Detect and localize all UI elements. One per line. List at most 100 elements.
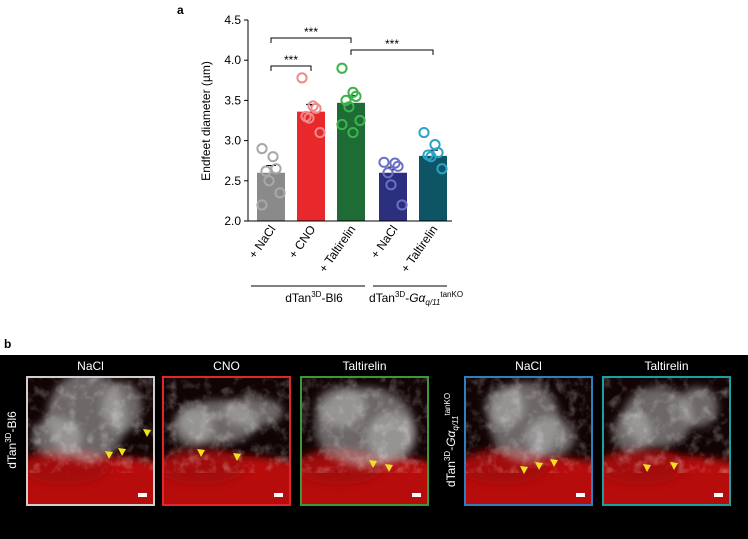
label-part: 3D xyxy=(395,290,405,299)
label-part: 3D xyxy=(443,451,452,461)
arrowhead xyxy=(105,451,113,459)
panel-title: Taltirelin xyxy=(342,359,386,373)
data-point xyxy=(382,167,394,179)
data-point xyxy=(260,165,272,177)
data-point xyxy=(336,118,348,131)
frame xyxy=(26,376,155,506)
label-part: - xyxy=(405,291,409,305)
arrowhead xyxy=(197,449,205,457)
panel-title: NaCl xyxy=(77,359,104,373)
texture xyxy=(163,377,290,473)
y-axis-label: Endfeet diameter (µm) xyxy=(199,61,213,181)
scale-bar xyxy=(274,493,283,497)
significance-bracket xyxy=(270,65,312,71)
bar xyxy=(337,102,365,221)
data-point xyxy=(274,187,286,199)
legend-label: Collagen IV xyxy=(374,514,436,528)
data-point xyxy=(436,163,448,175)
row-label: dTan3D-Bl6 xyxy=(4,411,19,469)
panel-title: NaCl xyxy=(515,359,542,373)
label-part: dTan xyxy=(285,291,311,305)
arrowhead xyxy=(143,429,151,437)
x-tick-label: + Taltirelin xyxy=(316,223,359,275)
label-part: Gα xyxy=(444,429,458,446)
x-tick-label: + CNO xyxy=(286,223,319,261)
frame xyxy=(464,376,593,506)
micrograph-content xyxy=(603,377,730,505)
data-point xyxy=(385,179,397,191)
texture xyxy=(465,377,592,473)
scale-bar xyxy=(576,493,585,497)
data-point xyxy=(350,90,362,102)
micrograph xyxy=(464,376,593,506)
x-tick-label: + NaCl xyxy=(368,223,401,261)
panel-label: b xyxy=(4,337,11,351)
significance-bracket xyxy=(270,37,352,43)
micrograph-content xyxy=(301,377,428,505)
label-part: 3D xyxy=(4,432,13,442)
data-point xyxy=(389,157,401,169)
data-point xyxy=(310,102,322,115)
label-part: - xyxy=(444,447,458,451)
group-label: dTan3D-Gαq/11tanKO xyxy=(369,290,463,307)
data-point xyxy=(307,100,319,112)
frame xyxy=(300,376,429,506)
texture xyxy=(27,377,154,473)
data-point xyxy=(392,160,404,172)
significance-label: *** xyxy=(284,53,298,67)
x-tick-label: + Taltirelin xyxy=(398,223,441,275)
micrograph xyxy=(602,376,731,506)
data-point xyxy=(314,126,326,139)
texture xyxy=(301,377,428,473)
arrowhead xyxy=(385,464,393,472)
y-tick-label: 4.0 xyxy=(224,53,241,67)
data-point xyxy=(256,199,268,211)
data-point xyxy=(267,151,279,163)
arrowhead xyxy=(670,462,678,470)
bar xyxy=(419,155,447,221)
data-point xyxy=(418,126,430,139)
y-tick-label: 4.5 xyxy=(224,13,241,27)
label-part: dTan xyxy=(369,291,395,305)
data-point xyxy=(340,94,352,107)
data-point xyxy=(296,72,308,84)
label-part: dTan xyxy=(5,443,19,469)
arrowhead xyxy=(118,448,126,456)
data-point xyxy=(354,114,366,127)
micrograph-content xyxy=(27,377,154,505)
frame xyxy=(162,376,291,506)
label-part: 3D xyxy=(311,290,321,299)
significance-bracket xyxy=(350,49,434,55)
arrowhead xyxy=(550,459,558,467)
data-point xyxy=(303,112,315,124)
arrowhead xyxy=(520,466,528,474)
arrowhead xyxy=(643,464,651,472)
data-point xyxy=(347,126,359,139)
bar xyxy=(297,111,325,221)
data-point xyxy=(270,163,282,175)
label-part: dTan xyxy=(444,461,458,487)
data-point xyxy=(396,199,408,211)
panel-title: CNO xyxy=(213,359,240,373)
micrograph xyxy=(300,376,429,506)
panel-label: a xyxy=(177,3,184,17)
label-part: Gα xyxy=(409,291,426,305)
significance-label: *** xyxy=(385,37,399,51)
texture xyxy=(603,377,730,473)
panel-title: Taltirelin xyxy=(644,359,688,373)
legend-label: mCherry xyxy=(255,514,301,528)
data-point xyxy=(425,151,437,163)
micrograph xyxy=(26,376,155,506)
y-tick-label: 3.5 xyxy=(224,93,241,107)
y-tick-label: 3.0 xyxy=(224,134,241,148)
micrograph xyxy=(162,376,291,506)
label-part: -Bl6 xyxy=(321,291,343,305)
y-tick-label: 2.5 xyxy=(224,174,241,188)
arrowhead xyxy=(369,460,377,468)
micrograph-content xyxy=(163,377,290,505)
data-point xyxy=(256,143,268,155)
group-label: dTan3D-Bl6 xyxy=(285,290,343,305)
scale-bar xyxy=(412,493,421,497)
label-part: tanKO xyxy=(440,290,463,299)
